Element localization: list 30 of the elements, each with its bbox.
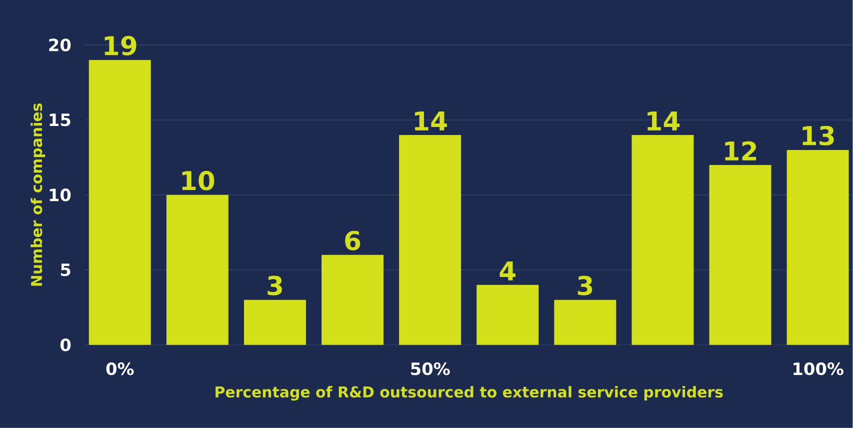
data-label: 3: [268, 276, 282, 296]
y-tick-label: 15: [50, 114, 70, 126]
bar: [632, 135, 694, 345]
data-label: 13: [802, 126, 834, 146]
y-tick-label: 20: [49, 38, 71, 52]
bar: [244, 300, 306, 345]
bar: [166, 195, 228, 345]
data-label: 19: [104, 36, 136, 56]
x-axis-title: Percentage of R&D outsourced to external service providers: [216, 386, 723, 401]
bar: [476, 284, 539, 345]
y-axis-title: Number of companies: [30, 104, 46, 286]
y-tick-label: 5: [60, 264, 70, 276]
x-tick-label: 50%: [411, 362, 450, 376]
bar: [709, 165, 772, 345]
data-label: 14: [648, 112, 680, 131]
x-tick-label: 0%: [106, 362, 134, 376]
bar: [322, 254, 384, 345]
data-label: 10: [182, 170, 214, 190]
y-tick-label: 10: [50, 188, 71, 202]
y-tick-label: 0: [60, 338, 71, 352]
bar: [786, 150, 849, 345]
data-label: 4: [500, 262, 516, 280]
data-label: 12: [725, 141, 756, 161]
bar: [88, 60, 151, 345]
x-tick-label: 100%: [794, 362, 844, 376]
data-label: 14: [414, 112, 447, 131]
bar: [554, 300, 616, 345]
data-label: 3: [578, 276, 592, 296]
bar: [399, 135, 462, 345]
data-label: 6: [345, 230, 360, 250]
